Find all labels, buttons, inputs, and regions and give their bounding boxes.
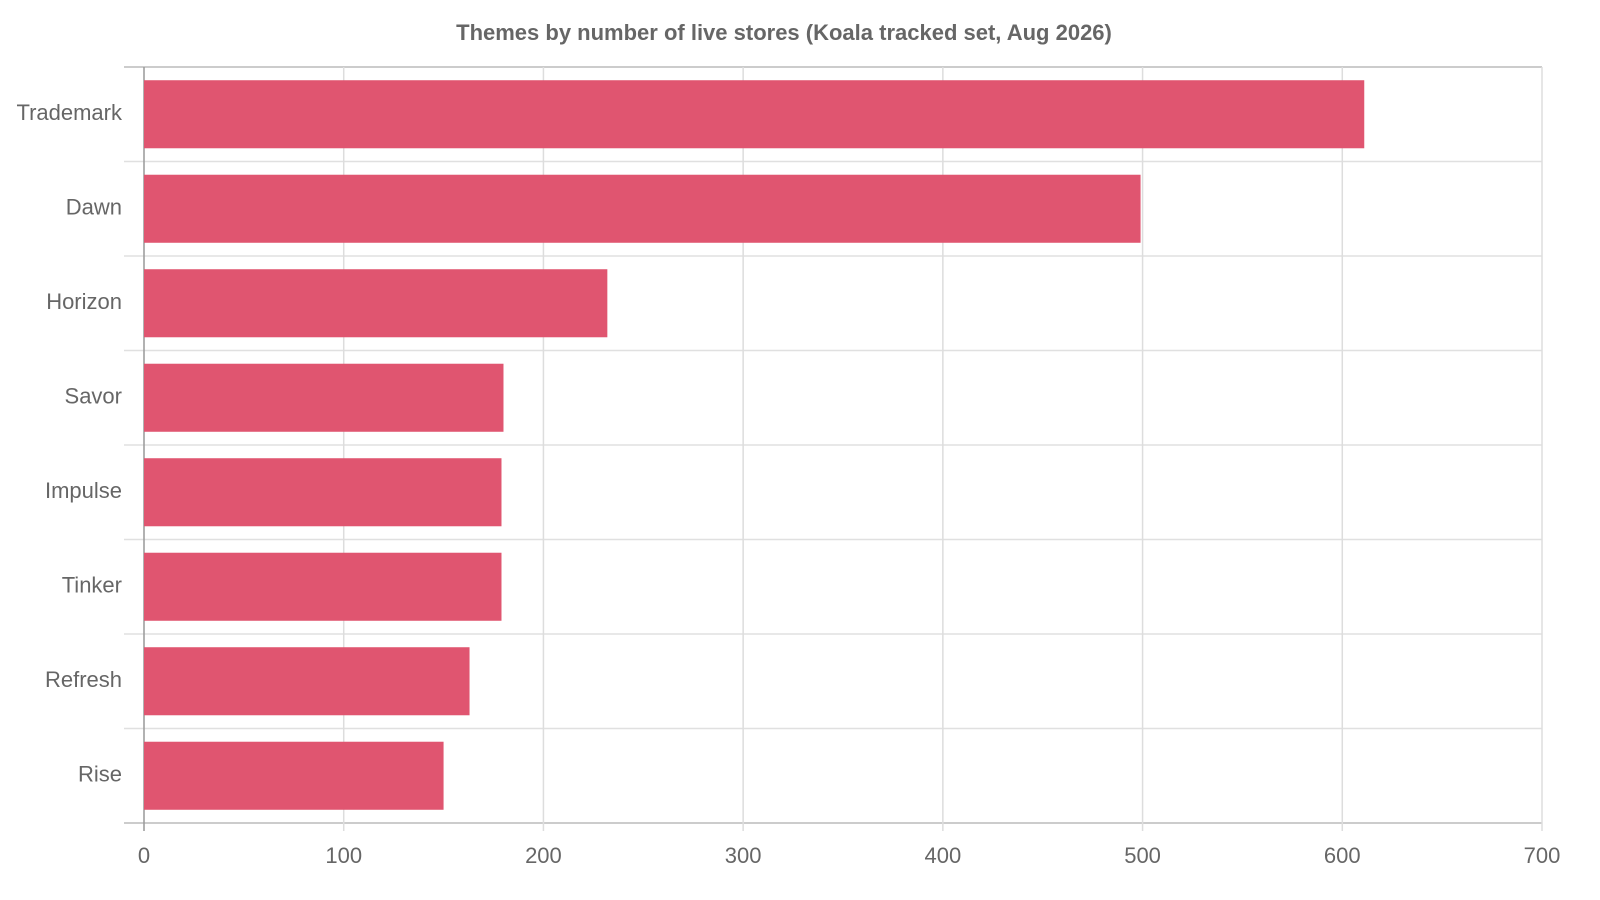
x-tick-label: 600 [1324, 843, 1361, 868]
x-tick-label: 0 [138, 843, 150, 868]
y-tick-label: Savor [65, 384, 122, 409]
y-tick-label: Trademark [16, 100, 123, 125]
y-tick-label: Tinker [62, 573, 122, 598]
x-tick-label: 300 [725, 843, 762, 868]
x-tick-label: 100 [325, 843, 362, 868]
x-tick-label: 700 [1524, 843, 1561, 868]
chart-title: Themes by number of live stores (Koala t… [456, 20, 1112, 45]
y-tick-label: Rise [78, 762, 122, 787]
bar [144, 458, 502, 527]
x-tick-label: 500 [1124, 843, 1161, 868]
bar [144, 741, 444, 810]
bar [144, 647, 470, 716]
bar [144, 552, 502, 621]
y-tick-label: Impulse [45, 478, 122, 503]
y-tick-label: Horizon [46, 289, 122, 314]
bar [144, 269, 608, 338]
y-tick-label: Dawn [66, 195, 122, 220]
x-tick-label: 200 [525, 843, 562, 868]
bar [144, 363, 504, 432]
bar [144, 174, 1141, 243]
bar [144, 80, 1365, 149]
y-tick-label: Refresh [45, 667, 122, 692]
x-tick-label: 400 [924, 843, 961, 868]
